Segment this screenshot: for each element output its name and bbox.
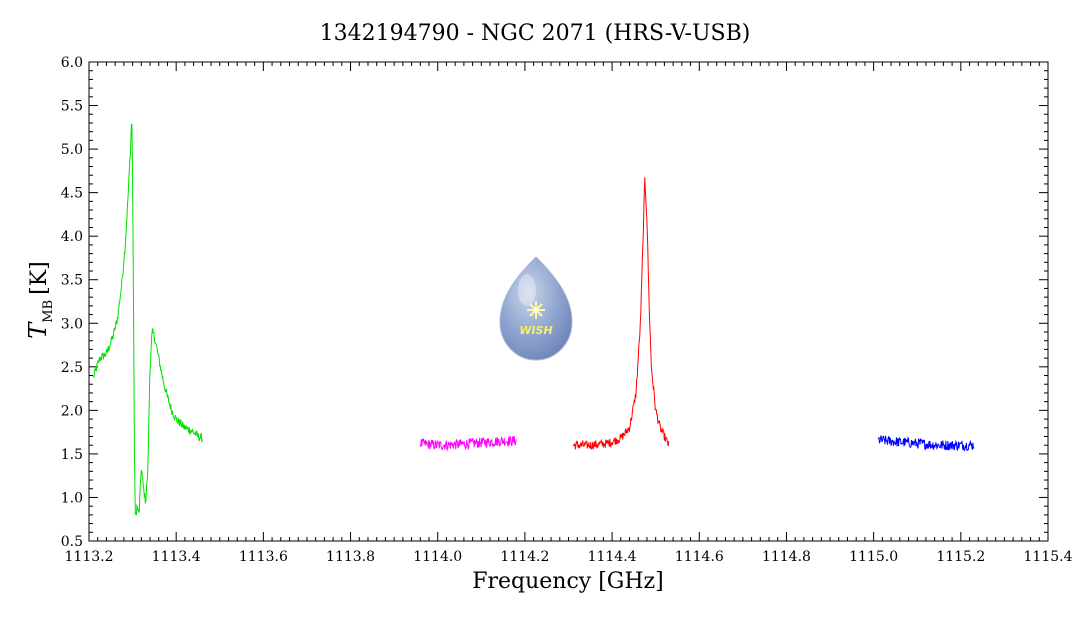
y-tick-label: 5.0 (61, 142, 83, 158)
x-tick-label: 1114.4 (588, 549, 637, 565)
y-tick-label: 2.5 (61, 360, 83, 376)
y-tick-label: 4.0 (61, 229, 83, 245)
y-axis-label-sub: MB (41, 300, 56, 323)
y-tick-label: 3.5 (61, 273, 83, 289)
y-tick-label: 4.5 (61, 186, 83, 202)
x-tick-label: 1115.2 (936, 549, 985, 565)
wish-logo: WISH (499, 256, 573, 361)
chart-title: 1342194790 - NGC 2071 (HRS-V-USB) (320, 21, 751, 46)
y-tick-label: 3.0 (61, 316, 83, 332)
y-axis-label-main: T (24, 321, 52, 339)
y-tick-label: 6.0 (61, 55, 83, 71)
y-axis-label: TMB [K] (24, 261, 56, 339)
spectrum-series-1 (92, 123, 203, 516)
x-tick-label: 1113.4 (152, 549, 201, 565)
spectrum-series-3 (572, 177, 670, 451)
spectrum-series-4 (877, 435, 975, 452)
y-tick-label: 5.5 (61, 99, 83, 115)
x-tick-label: 1113.2 (65, 549, 114, 565)
x-tick-label: 1115.0 (849, 549, 898, 565)
y-tick-label: 1.0 (61, 490, 83, 506)
y-axis-label-unit: [K] (27, 261, 52, 295)
x-tick-label: 1115.4 (1024, 549, 1072, 565)
spectrum-series-2 (419, 435, 517, 452)
y-tick-labels: 0.5 1.0 1.5 2.0 2.5 3.0 3.5 4.0 4.5 5.0 5.5 6.0 (61, 55, 83, 550)
y-tick-label: 2.0 (61, 403, 83, 419)
x-tick-labels: 1113.2 1113.4 1113.6 1113.8 1114.0 1114.2 1114… (65, 549, 1072, 565)
x-tick-label: 1114.6 (675, 549, 724, 565)
x-tick-label: 1114.8 (762, 549, 811, 565)
axis-ticks (88, 61, 1049, 542)
x-tick-label: 1113.8 (326, 549, 375, 565)
x-tick-label: 1114.2 (500, 549, 549, 565)
svg-text:TMB[K]: TMB [K] (24, 261, 56, 339)
x-tick-label: 1114.0 (413, 549, 462, 565)
wish-logo-text: WISH (519, 324, 552, 337)
y-tick-label: 0.5 (61, 534, 83, 550)
x-tick-label: 1113.6 (239, 549, 288, 565)
x-axis-label: Frequency [GHz] (472, 569, 664, 594)
y-tick-label: 1.5 (61, 447, 83, 463)
drop-highlight (518, 274, 536, 306)
